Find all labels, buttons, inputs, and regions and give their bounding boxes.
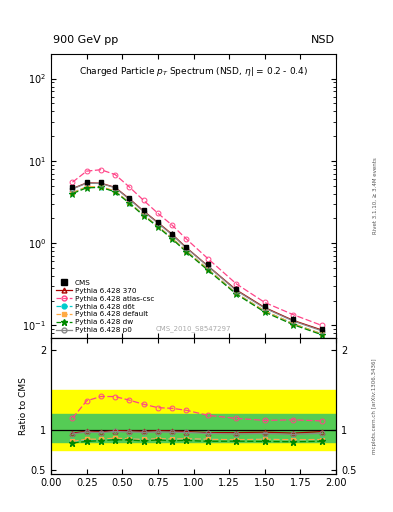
Y-axis label: Ratio to CMS: Ratio to CMS xyxy=(19,377,28,435)
Text: Rivet 3.1.10, ≥ 3.4M events: Rivet 3.1.10, ≥ 3.4M events xyxy=(373,158,377,234)
Legend: CMS, Pythia 6.428 370, Pythia 6.428 atlas-csc, Pythia 6.428 d6t, Pythia 6.428 de: CMS, Pythia 6.428 370, Pythia 6.428 atla… xyxy=(55,279,156,334)
Bar xyxy=(51,390,336,450)
Text: 900 GeV pp: 900 GeV pp xyxy=(53,35,118,45)
Text: NSD: NSD xyxy=(311,35,335,45)
Text: Charged Particle $p_{T}$ Spectrum (NSD, $\eta$| = 0.2 - 0.4): Charged Particle $p_{T}$ Spectrum (NSD, … xyxy=(79,65,308,78)
Bar xyxy=(51,414,336,442)
Text: mcplots.cern.ch [arXiv:1306.3436]: mcplots.cern.ch [arXiv:1306.3436] xyxy=(373,358,377,454)
Text: CMS_2010_S8547297: CMS_2010_S8547297 xyxy=(156,326,231,332)
